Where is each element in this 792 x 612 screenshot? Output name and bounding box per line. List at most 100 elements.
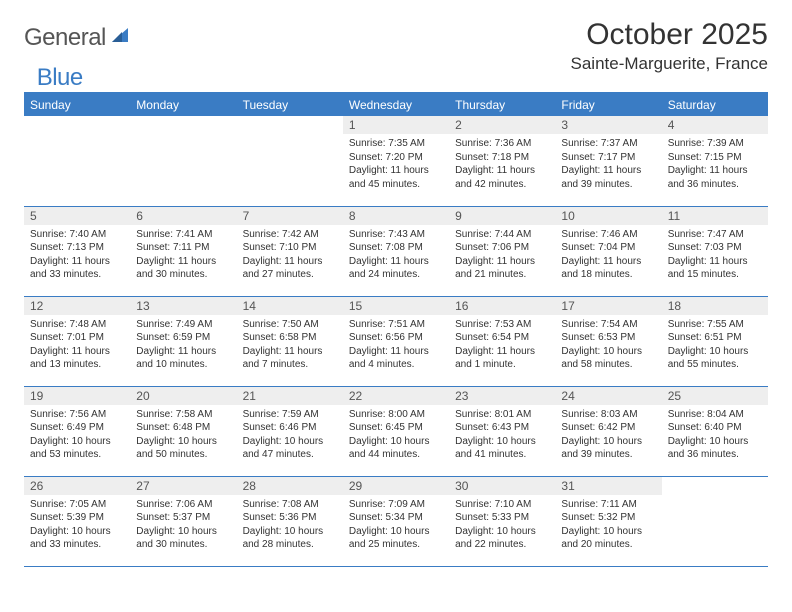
day-line: Sunrise: 7:44 AM [455, 228, 549, 242]
day-line: Sunset: 5:37 PM [136, 511, 230, 525]
day-line: Sunrise: 7:05 AM [30, 498, 124, 512]
day-line: Sunrise: 7:49 AM [136, 318, 230, 332]
day-line: and 50 minutes. [136, 448, 230, 462]
day-body: Sunrise: 8:03 AMSunset: 6:42 PMDaylight:… [555, 405, 661, 466]
day-line: Sunset: 6:42 PM [561, 421, 655, 435]
day-line: Sunset: 5:36 PM [243, 511, 337, 525]
calendar-row: 26Sunrise: 7:05 AMSunset: 5:39 PMDayligh… [24, 476, 768, 566]
day-number: 11 [662, 207, 768, 225]
day-number: 8 [343, 207, 449, 225]
day-line: Sunrise: 7:51 AM [349, 318, 443, 332]
day-line: Daylight: 11 hours [30, 345, 124, 359]
day-number: 28 [237, 477, 343, 495]
day-line: Sunset: 7:20 PM [349, 151, 443, 165]
day-number: 4 [662, 116, 768, 134]
day-body: Sunrise: 7:43 AMSunset: 7:08 PMDaylight:… [343, 225, 449, 286]
day-line: and 10 minutes. [136, 358, 230, 372]
day-line: and 13 minutes. [30, 358, 124, 372]
calendar-cell: 23Sunrise: 8:01 AMSunset: 6:43 PMDayligh… [449, 386, 555, 476]
day-number: 10 [555, 207, 661, 225]
day-line: Sunrise: 7:58 AM [136, 408, 230, 422]
day-body: Sunrise: 7:06 AMSunset: 5:37 PMDaylight:… [130, 495, 236, 556]
day-line: Sunset: 7:01 PM [30, 331, 124, 345]
day-line: Sunset: 7:11 PM [136, 241, 230, 255]
day-line: Daylight: 10 hours [349, 435, 443, 449]
day-line: Daylight: 10 hours [455, 435, 549, 449]
day-number: 30 [449, 477, 555, 495]
day-line: Daylight: 10 hours [243, 525, 337, 539]
day-line: Daylight: 11 hours [455, 164, 549, 178]
day-line: Sunrise: 7:43 AM [349, 228, 443, 242]
day-line: Sunset: 7:13 PM [30, 241, 124, 255]
day-number: 19 [24, 387, 130, 405]
day-line: Sunrise: 8:03 AM [561, 408, 655, 422]
day-line: Daylight: 11 hours [561, 255, 655, 269]
day-line: Sunset: 7:10 PM [243, 241, 337, 255]
day-line: Daylight: 11 hours [455, 345, 549, 359]
day-line: and 33 minutes. [30, 538, 124, 552]
day-line: and 7 minutes. [243, 358, 337, 372]
day-number: 27 [130, 477, 236, 495]
day-body [24, 134, 130, 141]
calendar-cell: 28Sunrise: 7:08 AMSunset: 5:36 PMDayligh… [237, 476, 343, 566]
day-line: and 21 minutes. [455, 268, 549, 282]
day-number: 14 [237, 297, 343, 315]
day-body: Sunrise: 7:39 AMSunset: 7:15 PMDaylight:… [662, 134, 768, 195]
day-line: Daylight: 11 hours [561, 164, 655, 178]
day-line: and 15 minutes. [668, 268, 762, 282]
day-line: and 20 minutes. [561, 538, 655, 552]
calendar-cell: 19Sunrise: 7:56 AMSunset: 6:49 PMDayligh… [24, 386, 130, 476]
day-line: Daylight: 11 hours [243, 345, 337, 359]
calendar-cell: 3Sunrise: 7:37 AMSunset: 7:17 PMDaylight… [555, 116, 661, 206]
day-body: Sunrise: 7:36 AMSunset: 7:18 PMDaylight:… [449, 134, 555, 195]
day-body: Sunrise: 7:55 AMSunset: 6:51 PMDaylight:… [662, 315, 768, 376]
day-number: 9 [449, 207, 555, 225]
day-body: Sunrise: 7:08 AMSunset: 5:36 PMDaylight:… [237, 495, 343, 556]
day-line: and 39 minutes. [561, 448, 655, 462]
day-line: and 1 minute. [455, 358, 549, 372]
day-line: and 24 minutes. [349, 268, 443, 282]
day-line: Daylight: 10 hours [561, 435, 655, 449]
day-number: 29 [343, 477, 449, 495]
calendar-cell: 5Sunrise: 7:40 AMSunset: 7:13 PMDaylight… [24, 206, 130, 296]
day-line: Sunrise: 7:41 AM [136, 228, 230, 242]
day-line: Sunrise: 7:59 AM [243, 408, 337, 422]
day-number: 13 [130, 297, 236, 315]
day-body: Sunrise: 7:53 AMSunset: 6:54 PMDaylight:… [449, 315, 555, 376]
day-line: Sunset: 6:45 PM [349, 421, 443, 435]
calendar-cell: 12Sunrise: 7:48 AMSunset: 7:01 PMDayligh… [24, 296, 130, 386]
day-body: Sunrise: 7:50 AMSunset: 6:58 PMDaylight:… [237, 315, 343, 376]
day-body: Sunrise: 8:01 AMSunset: 6:43 PMDaylight:… [449, 405, 555, 466]
day-body: Sunrise: 7:11 AMSunset: 5:32 PMDaylight:… [555, 495, 661, 556]
day-body [237, 134, 343, 141]
day-line: and 44 minutes. [349, 448, 443, 462]
day-line: and 22 minutes. [455, 538, 549, 552]
weekday-header: Sunday Monday Tuesday Wednesday Thursday… [24, 93, 768, 116]
day-line: Sunset: 5:32 PM [561, 511, 655, 525]
calendar-row: 19Sunrise: 7:56 AMSunset: 6:49 PMDayligh… [24, 386, 768, 476]
day-body: Sunrise: 7:51 AMSunset: 6:56 PMDaylight:… [343, 315, 449, 376]
day-line: Daylight: 11 hours [136, 255, 230, 269]
day-number [24, 116, 130, 134]
day-line: Sunset: 5:39 PM [30, 511, 124, 525]
day-number: 25 [662, 387, 768, 405]
day-line: Sunset: 6:46 PM [243, 421, 337, 435]
day-line: and 18 minutes. [561, 268, 655, 282]
day-number: 23 [449, 387, 555, 405]
day-number: 5 [24, 207, 130, 225]
day-line: Daylight: 11 hours [349, 345, 443, 359]
day-body: Sunrise: 7:42 AMSunset: 7:10 PMDaylight:… [237, 225, 343, 286]
calendar-cell: 4Sunrise: 7:39 AMSunset: 7:15 PMDaylight… [662, 116, 768, 206]
day-line: and 39 minutes. [561, 178, 655, 192]
day-line: Daylight: 10 hours [455, 525, 549, 539]
calendar-cell: 11Sunrise: 7:47 AMSunset: 7:03 PMDayligh… [662, 206, 768, 296]
day-number: 12 [24, 297, 130, 315]
calendar-cell: 15Sunrise: 7:51 AMSunset: 6:56 PMDayligh… [343, 296, 449, 386]
day-line: Sunrise: 7:09 AM [349, 498, 443, 512]
calendar-row: 5Sunrise: 7:40 AMSunset: 7:13 PMDaylight… [24, 206, 768, 296]
calendar-cell: 17Sunrise: 7:54 AMSunset: 6:53 PMDayligh… [555, 296, 661, 386]
day-line: and 53 minutes. [30, 448, 124, 462]
calendar-body: 1Sunrise: 7:35 AMSunset: 7:20 PMDaylight… [24, 116, 768, 566]
day-number [662, 477, 768, 495]
calendar-cell: 21Sunrise: 7:59 AMSunset: 6:46 PMDayligh… [237, 386, 343, 476]
